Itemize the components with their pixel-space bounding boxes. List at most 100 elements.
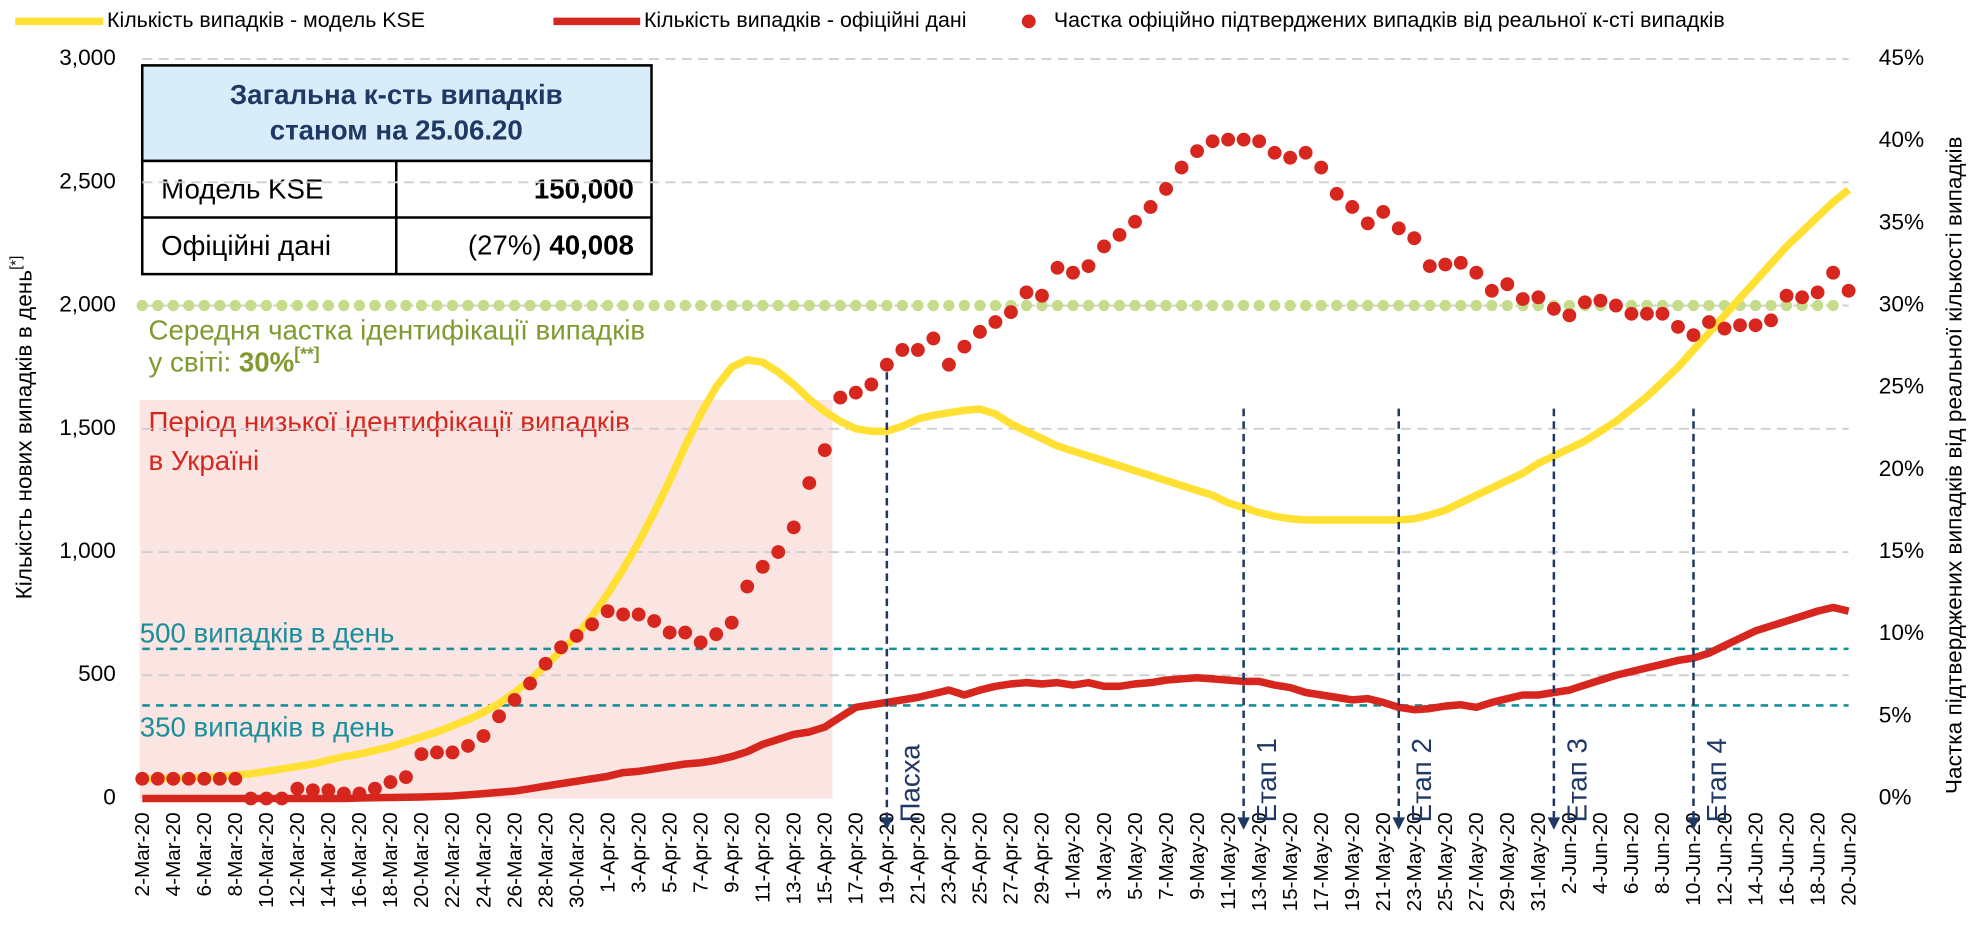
data-point <box>150 771 165 786</box>
data-point <box>1035 288 1049 303</box>
x-tick-label: 19-May-20 <box>1341 812 1364 911</box>
x-tick-label: 23-May-20 <box>1403 812 1426 911</box>
data-point <box>1733 318 1747 333</box>
data-point <box>523 676 537 691</box>
data-point <box>926 331 941 346</box>
data-point <box>662 625 677 640</box>
legend-label: Кількість випадків - офіційні дані <box>644 8 966 32</box>
data-point <box>166 771 181 786</box>
x-tick-label: 21-May-20 <box>1372 812 1395 911</box>
data-point <box>1066 265 1080 280</box>
data-point <box>740 579 755 594</box>
average-text-2: у світі: <box>149 347 239 378</box>
data-point <box>1422 259 1437 274</box>
data-point <box>507 692 522 707</box>
table-cell: Офіційні дані <box>161 230 331 261</box>
table-cell-value: 40,008 <box>549 230 634 261</box>
data-point <box>305 783 320 798</box>
y2-axis-label: Частка підтверджених випадків від реальн… <box>1941 136 1966 794</box>
x-tick-label: 10-Jun-20 <box>1682 812 1705 905</box>
data-point <box>274 791 289 806</box>
x-tick-label: 8-Jun-20 <box>1651 812 1674 894</box>
y2-tick-label: 20% <box>1879 456 1924 481</box>
x-tick-label: 30-Mar-20 <box>565 812 588 908</box>
data-point <box>1019 285 1034 300</box>
data-line <box>142 186 1851 783</box>
x-tick-label: 9-May-20 <box>1186 812 1209 900</box>
data-point <box>383 775 398 789</box>
data-point <box>1252 134 1267 149</box>
data-point <box>1205 134 1220 149</box>
y2-tick-label: 0% <box>1879 784 1912 809</box>
x-tick-label: 12-Jun-20 <box>1713 812 1736 905</box>
x-tick-label: 8-Mar-20 <box>224 812 247 896</box>
x-tick-label: 5-Apr-20 <box>658 812 681 893</box>
x-tick-label: 27-May-20 <box>1465 812 1488 911</box>
data-point <box>1810 285 1825 300</box>
event-arrow <box>1687 817 1700 830</box>
data-point <box>1360 216 1375 231</box>
data-point <box>368 781 382 796</box>
data-point <box>1795 290 1809 305</box>
data-point <box>1221 132 1236 147</box>
data-point <box>879 357 894 372</box>
x-tick-label: 29-Apr-20 <box>1031 812 1054 904</box>
data-point <box>476 729 491 743</box>
x-tick-label: 15-Apr-20 <box>814 812 837 904</box>
y2-tick-label: 45% <box>1879 45 1924 70</box>
reference-label: 500 випадків в день <box>140 617 395 648</box>
x-tick-label: 6-Jun-20 <box>1620 812 1643 894</box>
data-point <box>1391 221 1406 236</box>
data-point <box>1500 277 1515 292</box>
data-point <box>1128 214 1142 229</box>
x-tick-label: 18-Mar-20 <box>379 812 402 908</box>
data-point <box>755 559 770 574</box>
data-point <box>833 390 848 405</box>
y-tick-label: 1,000 <box>59 538 116 563</box>
data-point <box>1593 293 1608 308</box>
data-point <box>988 315 1003 329</box>
data-point <box>1236 132 1251 147</box>
data-point <box>631 607 646 622</box>
x-tick-label: 25-Apr-20 <box>969 812 992 904</box>
y-axis-note: [*] <box>7 256 24 270</box>
data-point <box>1159 181 1173 196</box>
event-label: Пасха <box>894 744 925 823</box>
data-point <box>243 791 258 806</box>
data-point <box>197 771 212 786</box>
data-point <box>910 343 925 357</box>
data-point <box>1329 186 1344 201</box>
data-point <box>895 343 910 357</box>
data-point <box>321 783 336 798</box>
data-point <box>1097 239 1111 254</box>
data-point <box>848 385 863 400</box>
data-point <box>414 747 429 762</box>
data-point <box>1376 204 1391 219</box>
x-tick-label: 5-May-20 <box>1124 812 1147 900</box>
data-point <box>430 745 444 760</box>
x-tick-label: 15-May-20 <box>1279 812 1302 911</box>
x-tick-label: 31-May-20 <box>1527 812 1550 911</box>
data-point <box>336 786 351 801</box>
average-text: у світі: 30%[**] <box>149 343 320 378</box>
data-point <box>1546 301 1561 316</box>
x-tick-label: 6-Mar-20 <box>193 812 216 896</box>
y-tick-label: 2,000 <box>59 292 116 317</box>
legend-label: Частка офіційно підтверджених випадків в… <box>1054 8 1725 32</box>
y-tick-label: 3,000 <box>59 45 116 70</box>
x-tick-label: 4-Jun-20 <box>1589 812 1612 894</box>
reference-label: 350 випадків в день <box>140 712 395 743</box>
data-point <box>1640 306 1654 321</box>
data-point <box>693 635 708 650</box>
data-point <box>786 520 801 535</box>
data-point <box>616 607 631 622</box>
data-point <box>973 324 987 339</box>
x-tick-label: 16-Jun-20 <box>1775 812 1798 905</box>
x-tick-label: 16-Mar-20 <box>348 812 371 908</box>
data-point <box>1174 160 1189 175</box>
data-point <box>181 771 196 786</box>
data-point <box>1826 265 1841 280</box>
data-point <box>1345 200 1360 214</box>
event-label: Етап 3 <box>1561 738 1592 822</box>
